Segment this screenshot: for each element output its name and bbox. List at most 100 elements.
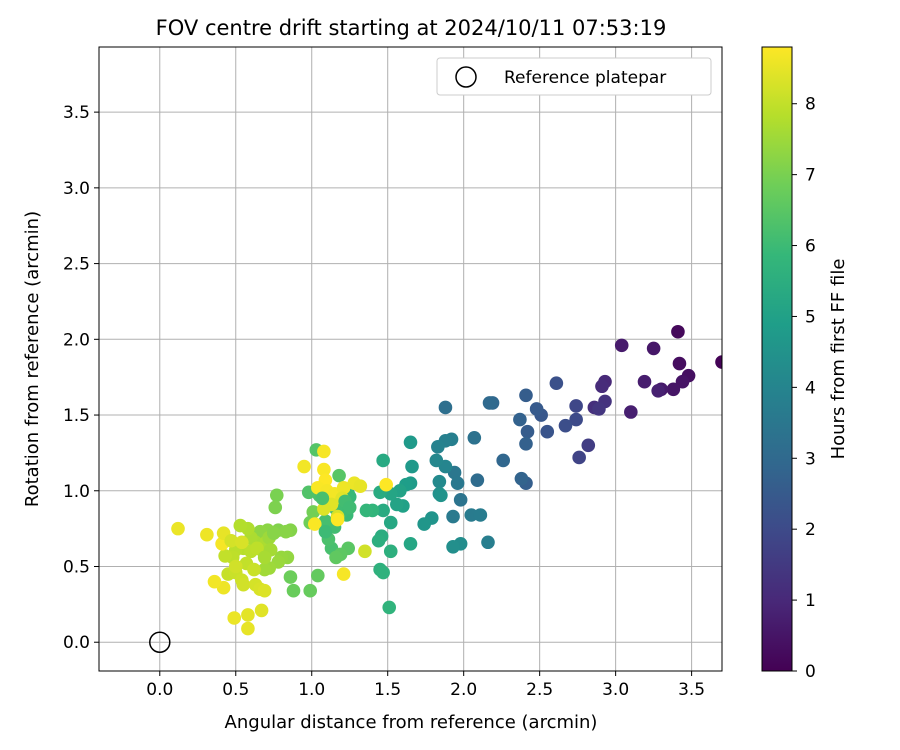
data-point — [376, 453, 390, 468]
data-point — [353, 479, 368, 494]
data-point — [306, 505, 321, 519]
data-point — [569, 399, 583, 413]
data-point — [233, 518, 248, 533]
data-point — [470, 473, 485, 487]
data-point — [482, 396, 497, 410]
data-point — [453, 493, 468, 507]
legend-entry-reference: Reference platepar — [504, 68, 666, 88]
colorbar-tick-label: 3 — [805, 449, 816, 469]
data-point — [569, 412, 583, 427]
data-point — [383, 515, 398, 530]
data-point — [317, 502, 331, 516]
data-point — [207, 574, 222, 589]
data-point — [572, 450, 586, 465]
data-point — [496, 453, 510, 468]
data-point — [646, 341, 661, 356]
data-point — [254, 603, 269, 618]
data-point — [268, 500, 283, 515]
data-point — [227, 611, 242, 625]
data-point — [715, 355, 722, 369]
y-tick-label: 3.5 — [63, 103, 90, 123]
data-point — [329, 550, 343, 565]
data-point — [303, 583, 318, 598]
reference-marker-layer — [149, 631, 171, 653]
chart-title: FOV centre drift starting at 2024/10/11 … — [156, 16, 667, 40]
legend: Reference platepar — [436, 57, 712, 96]
data-point — [283, 570, 298, 584]
data-point — [403, 536, 418, 551]
y-tick-label: 0.0 — [63, 633, 90, 653]
data-point — [279, 524, 293, 539]
data-point — [257, 562, 272, 577]
legend-marker-icon — [455, 66, 477, 88]
data-point — [269, 488, 284, 503]
data-point — [257, 550, 272, 565]
data-point — [371, 533, 386, 548]
data-point — [446, 540, 460, 554]
data-point — [332, 468, 346, 483]
colorbar-ticks: 0 1 2 3 4 5 6 7 8 — [792, 95, 816, 682]
data-point — [336, 480, 351, 495]
x-tick-label: 0.5 — [222, 680, 249, 700]
data-point — [330, 512, 345, 527]
data-points — [171, 324, 722, 636]
data-point — [467, 430, 482, 445]
data-point — [446, 509, 460, 524]
x-tick-label: 0.0 — [146, 680, 173, 700]
data-point — [529, 402, 544, 416]
data-point — [390, 497, 404, 512]
colorbar-tick-label: 0 — [805, 662, 816, 682]
y-tick-label: 0.5 — [63, 557, 90, 577]
data-point — [675, 374, 690, 389]
colorbar-tick-label: 2 — [805, 520, 816, 540]
data-point — [318, 514, 333, 528]
data-point — [383, 544, 398, 559]
data-point — [315, 491, 330, 506]
colorbar-gradient — [761, 46, 793, 672]
data-point — [513, 412, 527, 427]
data-point — [224, 533, 238, 548]
y-tick-label: 1.5 — [63, 406, 90, 426]
data-point — [218, 549, 232, 563]
data-point — [417, 517, 431, 531]
data-point — [266, 526, 281, 540]
data-point — [235, 535, 249, 550]
data-point — [403, 435, 418, 450]
data-point — [624, 405, 638, 419]
data-point — [311, 568, 325, 583]
data-point — [614, 338, 629, 353]
data-point — [431, 440, 445, 454]
data-point — [358, 544, 372, 559]
y-tick-label: 3.0 — [63, 179, 90, 199]
y-axis-ticks: 0.0 0.5 1.0 1.5 2.0 2.5 3.0 3.5 — [63, 103, 99, 653]
y-tick-label: 1.0 — [63, 482, 90, 502]
data-point — [241, 621, 255, 636]
data-point — [286, 583, 301, 598]
y-tick-label: 2.5 — [63, 255, 90, 275]
grid — [99, 47, 722, 671]
data-point — [382, 600, 397, 615]
data-point — [558, 418, 573, 433]
data-point — [236, 577, 251, 592]
data-point — [247, 562, 261, 577]
data-point — [336, 567, 351, 581]
data-point — [429, 453, 444, 468]
data-point — [450, 476, 465, 490]
data-point — [376, 565, 390, 580]
data-point — [592, 402, 606, 416]
y-tick-label: 2.0 — [63, 330, 90, 350]
data-point — [666, 382, 681, 397]
data-point — [432, 474, 447, 489]
data-point — [257, 583, 272, 598]
data-point — [307, 517, 322, 531]
colorbar-tick-label: 7 — [805, 166, 816, 186]
data-point — [228, 559, 243, 574]
colorbar-tick-label: 6 — [805, 237, 816, 257]
x-tick-label: 2.5 — [526, 680, 553, 700]
data-point — [595, 379, 609, 394]
data-point — [171, 521, 185, 536]
data-point — [359, 503, 374, 518]
x-tick-label: 1.5 — [374, 680, 401, 700]
y-axis-label: Rotation from reference (arcmin) — [22, 211, 43, 507]
